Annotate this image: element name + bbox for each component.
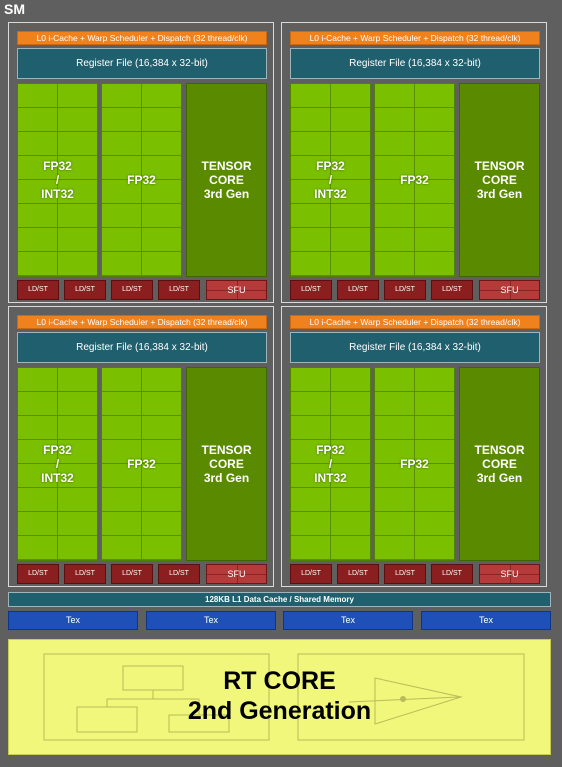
tensor-core: TENSOR CORE 3rd Gen — [186, 367, 267, 561]
fp32-block: FP32 — [374, 83, 455, 277]
tensor-core-label: TENSOR CORE 3rd Gen — [201, 159, 252, 201]
register-file: Register File (16,384 x 32-bit) — [17, 48, 267, 79]
tex-unit: Tex — [146, 611, 276, 630]
fp32-label: FP32 — [400, 457, 429, 471]
processing-block-4: L0 i-Cache + Warp Scheduler + Dispatch (… — [281, 306, 547, 587]
register-file: Register File (16,384 x 32-bit) — [290, 48, 540, 79]
ldst-unit: LD/ST — [158, 564, 200, 584]
ldst-unit: LD/ST — [64, 280, 106, 300]
tensor-core-label: TENSOR CORE 3rd Gen — [474, 159, 525, 201]
fp32-int32-block: FP32 / INT32 — [290, 367, 371, 561]
tex-unit: Tex — [421, 611, 551, 630]
intersection-point-icon — [400, 696, 406, 702]
rt-core-illustration — [43, 653, 525, 741]
ldst-unit: LD/ST — [64, 564, 106, 584]
tex-unit: Tex — [8, 611, 138, 630]
ldst-unit: LD/ST — [337, 280, 379, 300]
ldst-unit: LD/ST — [111, 280, 153, 300]
fp32-block: FP32 — [101, 367, 182, 561]
bvh-connectors — [106, 690, 200, 715]
processing-block-3: L0 i-Cache + Warp Scheduler + Dispatch (… — [8, 306, 274, 587]
tensor-core-label: TENSOR CORE 3rd Gen — [474, 443, 525, 485]
tensor-core: TENSOR CORE 3rd Gen — [459, 367, 540, 561]
fp32-label: FP32 — [127, 457, 156, 471]
fp32-int32-block: FP32 / INT32 — [290, 83, 371, 277]
fp32-label: FP32 — [127, 173, 156, 187]
fp32-int32-label: FP32 / INT32 — [314, 159, 347, 201]
register-file: Register File (16,384 x 32-bit) — [290, 332, 540, 363]
fp32-block: FP32 — [101, 83, 182, 277]
ldst-unit: LD/ST — [337, 564, 379, 584]
dispatch-unit: L0 i-Cache + Warp Scheduler + Dispatch (… — [17, 315, 267, 329]
fp32-block: FP32 — [374, 367, 455, 561]
bvh-frame — [43, 653, 270, 741]
l1-data-cache: 128KB L1 Data Cache / Shared Memory — [8, 592, 551, 607]
ldst-unit: LD/ST — [384, 564, 426, 584]
ray-frame — [297, 653, 525, 741]
fp32-int32-block: FP32 / INT32 — [17, 83, 98, 277]
processing-block-2: L0 i-Cache + Warp Scheduler + Dispatch (… — [281, 22, 547, 303]
dispatch-unit: L0 i-Cache + Warp Scheduler + Dispatch (… — [290, 315, 540, 329]
sfu-unit: SFU — [206, 280, 267, 300]
dispatch-unit: L0 i-Cache + Warp Scheduler + Dispatch (… — [17, 31, 267, 45]
ldst-unit: LD/ST — [158, 280, 200, 300]
ldst-unit: LD/ST — [17, 564, 59, 584]
ldst-unit: LD/ST — [431, 280, 473, 300]
fp32-label: FP32 — [400, 173, 429, 187]
ldst-unit: LD/ST — [290, 280, 332, 300]
ldst-unit: LD/ST — [111, 564, 153, 584]
ldst-unit: LD/ST — [17, 280, 59, 300]
ldst-unit: LD/ST — [431, 564, 473, 584]
tensor-core: TENSOR CORE 3rd Gen — [186, 83, 267, 277]
sfu-unit: SFU — [206, 564, 267, 584]
register-file: Register File (16,384 x 32-bit) — [17, 332, 267, 363]
processing-block-1: L0 i-Cache + Warp Scheduler + Dispatch (… — [8, 22, 274, 303]
sfu-unit: SFU — [479, 564, 540, 584]
fp32-int32-label: FP32 / INT32 — [41, 159, 74, 201]
dispatch-unit: L0 i-Cache + Warp Scheduler + Dispatch (… — [290, 31, 540, 45]
sfu-unit: SFU — [479, 280, 540, 300]
tex-unit: Tex — [283, 611, 413, 630]
fp32-int32-block: FP32 / INT32 — [17, 367, 98, 561]
tensor-core: TENSOR CORE 3rd Gen — [459, 83, 540, 277]
fp32-int32-label: FP32 / INT32 — [314, 443, 347, 485]
fp32-int32-label: FP32 / INT32 — [41, 443, 74, 485]
sm-title: SM — [4, 1, 25, 17]
rt-core-label: RT CORE 2nd Generation — [187, 667, 372, 725]
ldst-unit: LD/ST — [290, 564, 332, 584]
rt-core: RT CORE 2nd Generation — [8, 639, 551, 755]
tensor-core-label: TENSOR CORE 3rd Gen — [201, 443, 252, 485]
ldst-unit: LD/ST — [384, 280, 426, 300]
